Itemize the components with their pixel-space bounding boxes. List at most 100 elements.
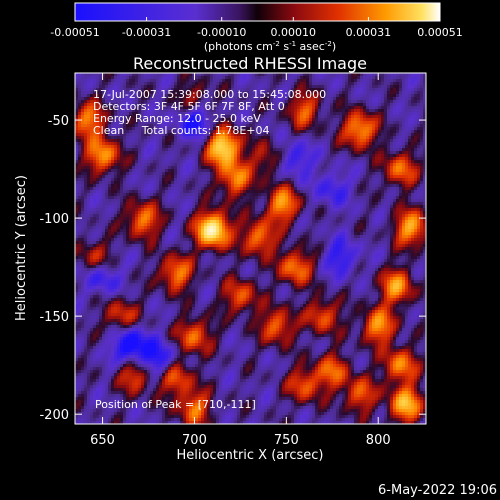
heatmap-cell — [99, 352, 102, 355]
heatmap-cell — [120, 340, 123, 343]
heatmap-cell — [102, 292, 105, 295]
heatmap-cell — [93, 409, 96, 412]
heatmap-cell — [198, 385, 201, 388]
heatmap-cell — [102, 328, 105, 331]
heatmap-cell — [138, 151, 141, 154]
heatmap-cell — [171, 292, 174, 295]
heatmap-cell — [183, 160, 186, 163]
heatmap-cell — [102, 319, 105, 322]
heatmap-cell — [129, 292, 132, 295]
heatmap-cell — [93, 250, 96, 253]
heatmap-cell — [180, 361, 183, 364]
heatmap-cell — [93, 340, 96, 343]
heatmap-cell — [99, 322, 102, 325]
heatmap-cell — [75, 268, 78, 271]
heatmap-cell — [141, 253, 144, 256]
heatmap-cell — [186, 196, 189, 199]
heatmap-cell — [186, 412, 189, 415]
heatmap-cell — [87, 265, 90, 268]
heatmap-cell — [198, 307, 201, 310]
heatmap-cell — [162, 418, 165, 421]
heatmap-cell — [114, 262, 117, 265]
heatmap-cell — [165, 421, 168, 424]
heatmap-cell — [117, 232, 120, 235]
heatmap-cell — [192, 187, 195, 190]
heatmap-cell — [147, 193, 150, 196]
heatmap-cell — [105, 364, 108, 367]
heatmap-cell — [99, 388, 102, 391]
heatmap-cell — [126, 265, 129, 268]
heatmap-cell — [132, 322, 135, 325]
heatmap-cell — [198, 103, 201, 106]
heatmap-cell — [150, 265, 153, 268]
heatmap-cell — [96, 265, 99, 268]
heatmap-cell — [189, 418, 192, 421]
heatmap-cell — [96, 289, 99, 292]
heatmap-cell — [192, 157, 195, 160]
heatmap-cell — [156, 241, 159, 244]
heatmap-cell — [180, 379, 183, 382]
heatmap-cell — [108, 316, 111, 319]
heatmap-cell — [168, 271, 171, 274]
heatmap-cell — [132, 112, 135, 115]
heatmap-cell — [174, 241, 177, 244]
heatmap-cell — [165, 283, 168, 286]
heatmap-cell — [96, 133, 99, 136]
heatmap-cell — [186, 421, 189, 424]
heatmap-cell — [90, 352, 93, 355]
heatmap-cell — [165, 196, 168, 199]
heatmap-cell — [87, 364, 90, 367]
heatmap-cell — [96, 328, 99, 331]
heatmap-cell — [171, 250, 174, 253]
heatmap-cell — [138, 292, 141, 295]
heatmap-cell — [183, 142, 186, 145]
heatmap-cell — [105, 262, 108, 265]
heatmap-cell — [147, 241, 150, 244]
heatmap-cell — [144, 313, 147, 316]
heatmap-cell — [189, 166, 192, 169]
heatmap-cell — [165, 388, 168, 391]
heatmap-cell — [78, 286, 81, 289]
heatmap-cell — [108, 370, 111, 373]
heatmap-cell — [174, 367, 177, 370]
heatmap-cell — [192, 397, 195, 400]
heatmap-cell — [186, 280, 189, 283]
heatmap-cell — [99, 412, 102, 415]
heatmap-cell — [174, 103, 177, 106]
heatmap-cell — [156, 94, 159, 97]
heatmap-cell — [111, 118, 114, 121]
heatmap-cell — [102, 385, 105, 388]
heatmap-cell — [150, 214, 153, 217]
heatmap-cell — [90, 322, 93, 325]
heatmap-cell — [141, 358, 144, 361]
heatmap-cell — [147, 412, 150, 415]
heatmap-cell — [138, 316, 141, 319]
heatmap-cell — [174, 313, 177, 316]
heatmap-cell — [198, 322, 201, 325]
heatmap-cell — [114, 121, 117, 124]
heatmap-cell — [117, 400, 120, 403]
heatmap-cell — [105, 211, 108, 214]
heatmap-cell — [135, 133, 138, 136]
heatmap-cell — [147, 151, 150, 154]
heatmap-cell — [129, 334, 132, 337]
heatmap-cell — [165, 73, 168, 76]
heatmap-cell — [90, 169, 93, 172]
heatmap-cell — [81, 316, 84, 319]
heatmap-cell — [132, 364, 135, 367]
heatmap-cell — [159, 148, 162, 151]
heatmap-cell — [201, 148, 204, 151]
heatmap-cell — [171, 262, 174, 265]
heatmap-cell — [183, 172, 186, 175]
heatmap-cell — [78, 229, 81, 232]
heatmap-cell — [138, 250, 141, 253]
heatmap-cell — [102, 160, 105, 163]
heatmap-cell — [81, 400, 84, 403]
heatmap-cell — [102, 286, 105, 289]
heatmap-cell — [123, 85, 126, 88]
heatmap-cell — [168, 220, 171, 223]
heatmap-cell — [177, 109, 180, 112]
heatmap-cell — [150, 319, 153, 322]
heatmap-cell — [141, 364, 144, 367]
heatmap-cell — [129, 361, 132, 364]
